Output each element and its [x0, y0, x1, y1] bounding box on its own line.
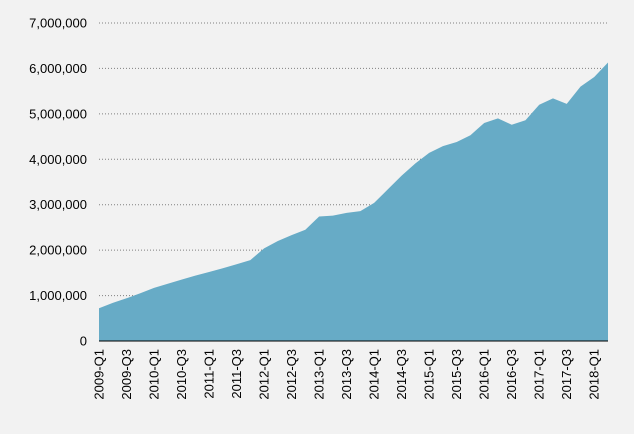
x-tick-label: 2015-Q3 [449, 349, 464, 400]
y-tick-label: 6,000,000 [29, 61, 87, 76]
x-tick-label: 2017-Q1 [532, 349, 547, 400]
y-tick-label: 1,000,000 [29, 288, 87, 303]
x-tick-label: 2018-Q1 [587, 349, 602, 400]
x-tick-label: 2012-Q1 [257, 349, 272, 400]
x-tick-label: 2015-Q1 [422, 349, 437, 400]
x-tick-label: 2009-Q1 [92, 349, 107, 400]
y-tick-label: 2,000,000 [29, 243, 87, 258]
x-tick-label: 2016-Q3 [504, 349, 519, 400]
x-tick-label: 2011-Q3 [229, 349, 244, 399]
x-tick-label: 2014-Q3 [394, 349, 409, 400]
x-tick-label: 2010-Q3 [174, 349, 189, 400]
series-area [99, 62, 608, 342]
y-tick-label: 5,000,000 [29, 106, 87, 121]
x-tick-label: 2009-Q3 [119, 349, 134, 400]
x-tick-label: 2011-Q1 [202, 349, 217, 399]
y-tick-label: 4,000,000 [29, 152, 87, 167]
x-tick-label: 2016-Q1 [477, 349, 492, 400]
x-tick-label: 2013-Q1 [312, 349, 327, 400]
x-tick-label: 2013-Q3 [339, 349, 354, 400]
x-tick-label: 2014-Q1 [367, 349, 382, 400]
y-tick-label: 0 [80, 334, 87, 349]
y-axis-tick-labels: 0 1,000,000 2,000,000 3,000,000 4,000,000 5,0… [29, 16, 87, 349]
y-tick-label: 3,000,000 [29, 197, 87, 212]
y-tick-label: 7,000,000 [29, 16, 87, 31]
x-tick-label: 2012-Q3 [284, 349, 299, 400]
x-tick-label: 2017-Q3 [559, 349, 574, 400]
x-axis-tick-labels: 2009-Q1 2009-Q3 2010-Q1 2010-Q3 2011-Q1 2011-… [92, 349, 602, 400]
x-tick-label: 2010-Q1 [147, 349, 162, 400]
